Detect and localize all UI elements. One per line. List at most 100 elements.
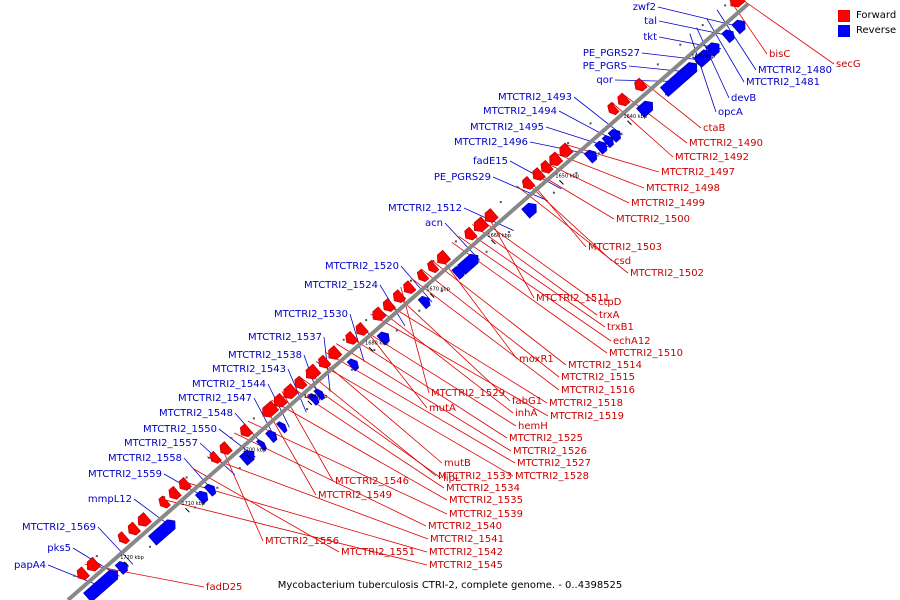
forward-leader-line (522, 179, 613, 262)
forward-gene-arrow (464, 226, 478, 241)
reverse-gene-arrow (114, 561, 128, 575)
reverse-gene-label: MTCTRI2_1495 (470, 122, 544, 133)
tick-label: 1710 kbp (181, 501, 205, 507)
axis-marker (185, 476, 188, 479)
forward-gene-label: mutA (429, 403, 456, 414)
axis-marker (395, 329, 398, 332)
tick-line (368, 346, 374, 352)
forward-leader-line (553, 152, 645, 189)
reverse-leader-line (444, 222, 481, 261)
forward-gene-arrow (305, 363, 322, 380)
forward-gene-label: MTCTRI2_1529 (431, 388, 505, 399)
forward-leader-line (437, 253, 518, 360)
reverse-leader-line (716, 9, 757, 71)
tick-label: 1690 kbp (304, 394, 328, 400)
reverse-leader-line (349, 313, 365, 362)
reverse-gene-label: MTCTRI2_1547 (178, 393, 252, 404)
axis-marker (485, 250, 488, 253)
forward-gene-arrow (355, 321, 369, 336)
forward-gene-arrow (294, 375, 308, 390)
tick-line (559, 180, 564, 185)
reverse-gene-arrow (239, 450, 255, 466)
forward-gene-label: MTCTRI2_1490 (689, 138, 763, 149)
forward-gene-label: MTCTRI2_1510 (609, 348, 683, 359)
forward-gene-label: MTCTRI2_1541 (430, 534, 504, 545)
axis-marker (238, 467, 241, 470)
forward-leader-line (458, 235, 612, 342)
reverse-gene-label: fadE15 (473, 156, 508, 167)
forward-gene-arrow (607, 102, 620, 116)
reverse-gene-arrow (83, 569, 119, 600)
axis-marker (73, 574, 76, 577)
forward-gene-label: trxA (599, 310, 620, 321)
tick-line (695, 60, 700, 66)
reverse-gene-label: mmpL12 (88, 494, 132, 505)
tick-line (491, 239, 496, 245)
reverse-gene-label: pks5 (47, 543, 71, 554)
axis-marker (432, 260, 435, 263)
tick-line (429, 293, 435, 298)
reverse-gene-arrow (583, 149, 598, 164)
reverse-leader-line (400, 265, 433, 303)
reverse-gene-label: MTCTRI2_1543 (212, 364, 286, 375)
forward-gene-arrow (382, 298, 396, 312)
axis-marker (148, 545, 151, 548)
axis-marker (306, 408, 309, 411)
axis-marker (350, 368, 353, 371)
forward-gene-label: inhA (515, 408, 537, 419)
gene-features (73, 0, 746, 600)
tick-label: 1680 kbp (365, 340, 389, 346)
axis-marker (252, 417, 255, 420)
forward-gene-arrow (532, 167, 546, 181)
reverse-gene-label: MTCTRI2_1520 (325, 261, 399, 272)
reverse-gene-arrow (256, 439, 267, 451)
forward-leader-line (563, 143, 660, 173)
forward-gene-label: MTCTRI2_1497 (661, 167, 735, 178)
forward-gene-label: MTCTRI2_1540 (428, 521, 502, 532)
forward-gene-arrow (158, 495, 171, 509)
forward-gene-label: MTCTRI2_1515 (561, 372, 635, 383)
forward-gene-label: MTCTRI2_1535 (449, 495, 523, 506)
axis-marker (418, 309, 421, 312)
forward-gene-arrow (540, 159, 554, 174)
reverse-gene-arrow (276, 421, 288, 434)
forward-gene-arrow (239, 423, 254, 438)
forward-leader-line (247, 420, 448, 515)
forward-leader-line (370, 313, 549, 417)
reverse-gene-label: MTCTRI2_1537 (248, 332, 322, 343)
forward-gene-label: secG (836, 59, 861, 70)
reverse-leader-line (689, 33, 717, 113)
forward-gene-label: fadD25 (206, 582, 242, 593)
forward-leader-line (729, 0, 768, 55)
reverse-gene-arrow (693, 49, 712, 68)
forward-gene-arrow (76, 566, 90, 581)
forward-gene-arrow (168, 485, 182, 500)
forward-leader-line (346, 334, 508, 439)
reverse-leader-line (706, 18, 745, 83)
forward-gene-arrow (437, 249, 452, 265)
forward-gene-label: fabG1 (512, 396, 542, 407)
forward-gene-arrow (559, 142, 574, 158)
forward-leader-line (611, 101, 674, 158)
reverse-gene-arrow (721, 29, 735, 44)
forward-gene-arrow (209, 450, 222, 464)
axis-marker (193, 506, 196, 509)
reverse-gene-label: MTCTRI2_1548 (159, 408, 233, 419)
forward-gene-label: MTCTRI2_1502 (630, 268, 704, 279)
forward-leader-line (472, 224, 598, 316)
reverse-gene-label: qor (596, 75, 613, 86)
forward-gene-arrow (473, 216, 490, 233)
forward-leader-line (206, 456, 429, 540)
forward-gene-label: MTCTRI2_1545 (429, 560, 503, 571)
axis-marker (701, 24, 704, 27)
reverse-gene-label: MTCTRI2_1480 (758, 65, 832, 76)
reverse-gene-label: PE_PGRS27 (583, 48, 640, 59)
legend: Forward Reverse (838, 8, 896, 38)
reverse-gene-label: opcA (718, 107, 743, 118)
reverse-leader-line (657, 6, 746, 29)
legend-label-reverse: Reverse (856, 25, 897, 36)
forward-gene-label: MTCTRI2_1549 (318, 490, 392, 501)
reverse-gene-label: acn (425, 218, 443, 229)
axis-marker (499, 201, 502, 204)
forward-leader-line (325, 352, 516, 464)
